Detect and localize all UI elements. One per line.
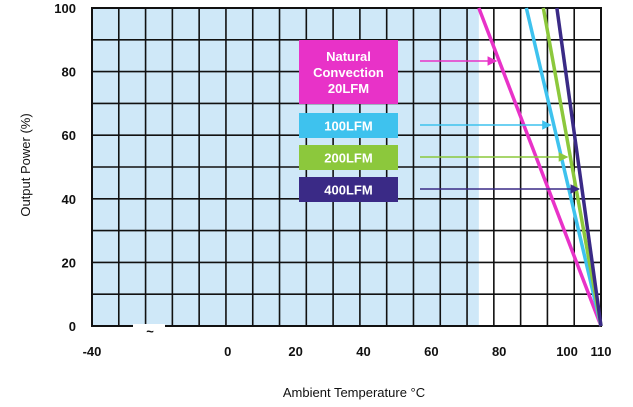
series-label-text: 100LFM — [324, 119, 372, 134]
y-tick-label: 80 — [62, 65, 76, 80]
x-axis-title: Ambient Temperature °C — [283, 385, 425, 400]
series-label-text: Convection — [313, 65, 384, 80]
y-axis-ticks: 0 20 40 60 80 100 — [54, 1, 76, 334]
x-tick-label: 80 — [492, 344, 506, 359]
y-tick-label: 20 — [62, 255, 76, 270]
x-tick-label: 20 — [288, 344, 302, 359]
series-label-box — [299, 177, 398, 202]
y-axis-title: Output Power (%) — [18, 113, 33, 216]
series-label-text: 400LFM — [324, 183, 372, 198]
series-label-box — [299, 40, 398, 104]
x-tick-label: 100 — [556, 344, 578, 359]
series-label-text: 200LFM — [324, 151, 372, 166]
y-tick-label: 100 — [54, 1, 76, 16]
series-label-box — [299, 145, 398, 170]
series-label-text: 20LFM — [328, 81, 369, 96]
x-axis-ticks: -40 0 20 40 60 80 100 110 — [83, 344, 612, 359]
series-line — [524, 7, 603, 327]
x-tick-label: 40 — [356, 344, 370, 359]
series-line — [477, 7, 603, 327]
y-tick-label: 60 — [62, 128, 76, 143]
series-line — [555, 7, 603, 327]
series-line — [541, 7, 603, 327]
x-tick-label: 110 — [591, 344, 612, 359]
x-tick-label: -40 — [83, 344, 102, 359]
series-lines — [477, 7, 603, 327]
x-tick-label: 0 — [224, 344, 231, 359]
series-label-text: Natural — [326, 49, 371, 64]
y-tick-label: 0 — [69, 319, 76, 334]
axis-break-symbol: ~ — [146, 324, 154, 339]
plot-frame — [91, 7, 602, 327]
axis-break-gap — [133, 324, 165, 329]
y-tick-label: 40 — [62, 192, 76, 207]
series-label-box — [299, 113, 398, 138]
x-tick-label: 60 — [424, 344, 438, 359]
